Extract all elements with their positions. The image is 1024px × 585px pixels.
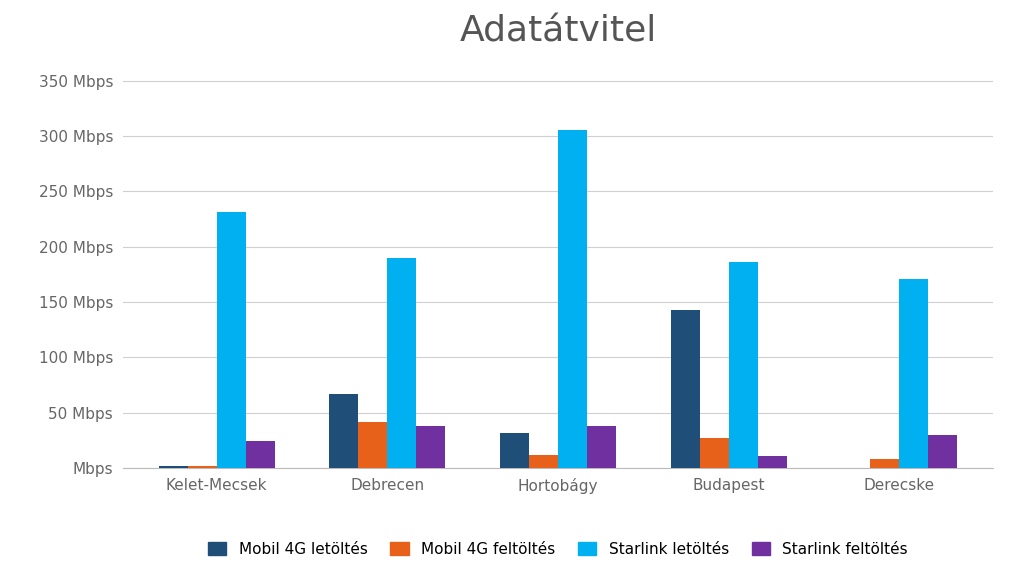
Bar	[529, 455, 558, 468]
Bar	[417, 426, 445, 468]
Bar	[899, 278, 929, 468]
Bar	[758, 456, 786, 468]
Bar	[358, 422, 387, 468]
Legend: Mobil 4G letöltés, Mobil 4G feltöltés, Starlink letöltés, Starlink feltöltés: Mobil 4G letöltés, Mobil 4G feltöltés, S…	[202, 535, 914, 563]
Bar	[187, 466, 217, 468]
Bar	[558, 130, 587, 468]
Bar	[500, 432, 529, 468]
Bar	[387, 258, 417, 468]
Bar	[729, 262, 758, 468]
Title: Adatátvitel: Adatátvitel	[460, 15, 656, 49]
Bar	[330, 394, 358, 468]
Bar	[699, 438, 729, 468]
Bar	[671, 309, 699, 468]
Bar	[217, 212, 246, 468]
Bar	[929, 435, 957, 468]
Bar	[587, 426, 616, 468]
Bar	[870, 459, 899, 468]
Bar	[246, 442, 274, 468]
Bar	[159, 466, 187, 468]
